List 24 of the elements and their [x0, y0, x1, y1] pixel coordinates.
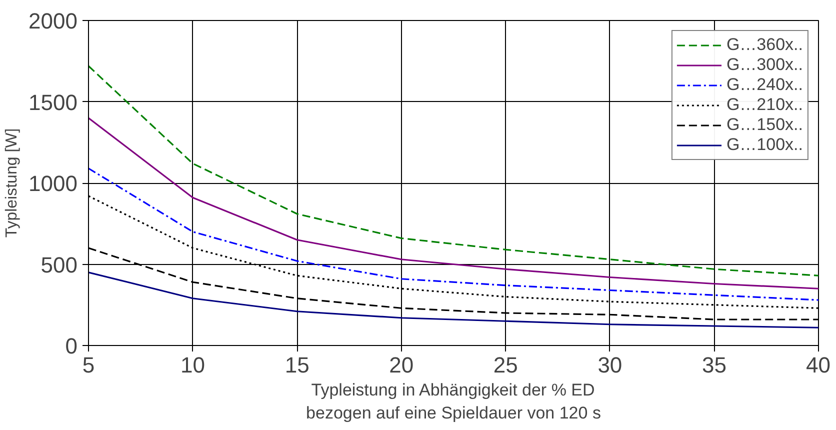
- legend-label: G…100x..: [726, 135, 803, 155]
- legend-label: G…210x..: [726, 95, 803, 115]
- x-tick-label: 20: [389, 352, 414, 378]
- legend-label: G…300x..: [726, 55, 803, 75]
- legend-label: G…360x..: [726, 35, 803, 55]
- line-series: [88, 168, 818, 301]
- x-tick-label: 10: [180, 352, 206, 378]
- x-axis-title: Typleistung in Abhängigkeit der % ED bezogen auf eine Spieldauer von 120 s: [306, 380, 601, 422]
- x-tick-label: 35: [702, 352, 726, 378]
- y-tick-label: 2000: [28, 8, 78, 34]
- line-series: [88, 117, 818, 290]
- x-tick-label: 40: [806, 352, 831, 378]
- y-tick-label: 1000: [28, 171, 78, 196]
- x-tick-label: 15: [284, 352, 310, 378]
- legend-label: G…150x..: [726, 115, 803, 135]
- y-tick-label: 0: [65, 334, 78, 358]
- y-tick-label: 500: [40, 252, 78, 278]
- legend-label: G…240x..: [726, 75, 803, 95]
- y-tick-label: 1500: [28, 90, 78, 115]
- x-tick-label: 25: [493, 352, 518, 378]
- y-axis-title: Typleistung [W]: [4, 128, 21, 238]
- x-tick-label: 5: [82, 352, 95, 378]
- x-tick-label: 30: [598, 352, 622, 378]
- line-series: [88, 272, 818, 328]
